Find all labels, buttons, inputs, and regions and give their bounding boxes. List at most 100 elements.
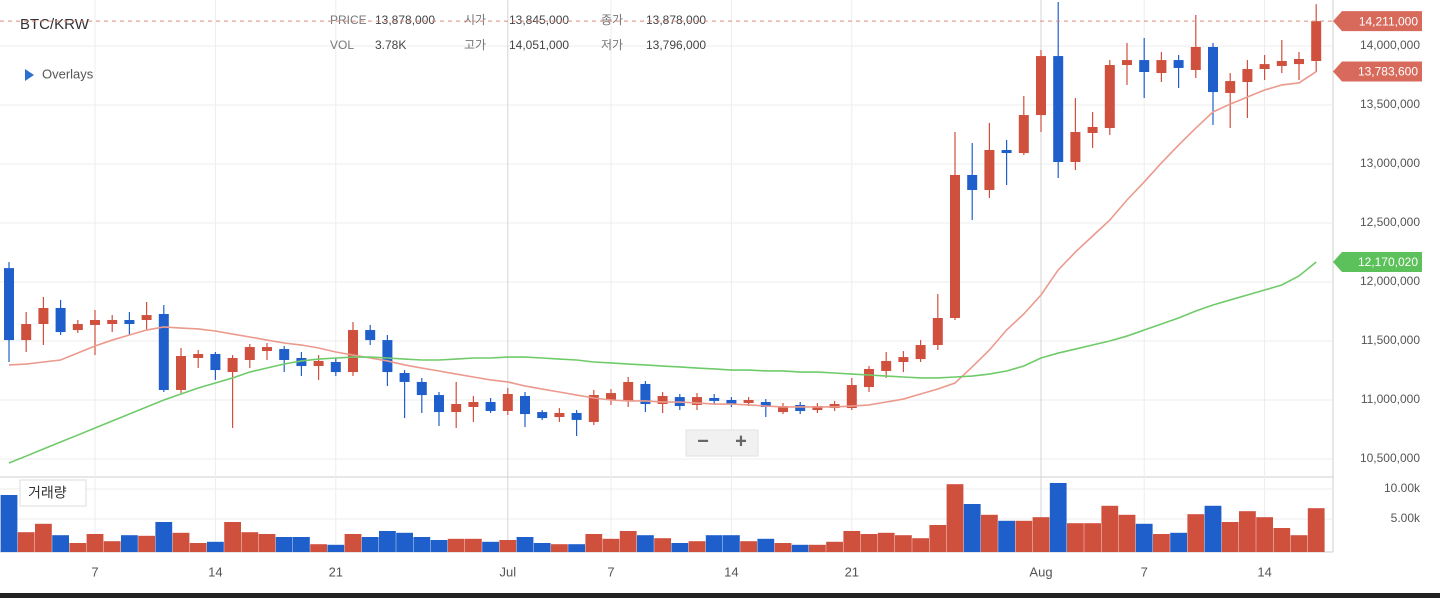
price-tag-bg: [1333, 61, 1422, 82]
candle-body: [915, 345, 926, 360]
volume-bar: [1153, 533, 1170, 552]
x-tick-label: 7: [91, 564, 98, 579]
candle-body: [709, 398, 720, 401]
volume-tick-label: 5.00k: [1391, 511, 1421, 525]
candle-body: [623, 381, 634, 401]
candle-body: [193, 353, 204, 359]
info-label: 고가: [464, 38, 486, 52]
candle-body: [1208, 46, 1218, 93]
info-label: VOL: [330, 38, 354, 52]
candle-body: [416, 381, 427, 396]
x-tick-label: 14: [1257, 564, 1271, 579]
volume-bar: [654, 538, 671, 552]
volume-bar: [1290, 535, 1308, 552]
volume-bar: [963, 503, 981, 552]
volume-bar: [1239, 511, 1256, 552]
zoom-box: [685, 429, 759, 457]
candle-body: [382, 340, 393, 373]
volume-bar: [86, 533, 104, 552]
overlays-toggle[interactable]: Overlays: [42, 66, 94, 81]
candle-body: [846, 385, 857, 409]
volume-bar: [482, 541, 499, 552]
volume-tick-label: 10.00k: [1384, 481, 1421, 495]
volume-bar: [69, 542, 87, 552]
y-tick-label: 13,500,000: [1360, 97, 1420, 111]
candle-body: [932, 318, 943, 346]
info-value: 14,051,000: [509, 38, 569, 52]
volume-bar: [740, 541, 757, 552]
volume-bar: [396, 532, 413, 552]
candle-body: [1225, 81, 1236, 93]
x-tick-label: 7: [1141, 564, 1148, 579]
candle-body: [1294, 58, 1304, 65]
zoom-out[interactable]: −: [697, 430, 709, 452]
candle-body: [1053, 56, 1064, 163]
volume-bar: [1067, 523, 1084, 552]
info-label: 종가: [601, 13, 623, 27]
volume-bar: [723, 535, 740, 552]
volume-bar: [1101, 505, 1119, 552]
candle-body: [434, 395, 444, 413]
volume-bar: [224, 521, 241, 552]
candle-body: [227, 358, 238, 373]
candle-body: [502, 393, 513, 411]
candle-body: [1259, 64, 1270, 70]
candle-body: [1087, 126, 1098, 133]
overlays-arrow[interactable]: [25, 69, 34, 81]
volume-bar: [585, 533, 603, 552]
candle-body: [760, 402, 771, 407]
candle-body: [262, 347, 272, 352]
candle-body: [158, 313, 169, 390]
y-tick-label: 14,000,000: [1360, 38, 1420, 52]
volume-bar: [1187, 514, 1205, 552]
volume-bar: [1049, 482, 1067, 552]
candle-body: [1104, 65, 1115, 129]
volume-bar: [705, 535, 723, 552]
volume-bar: [103, 541, 121, 552]
price-tag: 14,211,000: [1359, 14, 1418, 28]
volume-bar: [895, 535, 912, 552]
volume-bar: [602, 538, 620, 552]
candle-body: [468, 402, 479, 407]
grid: [0, 0, 1333, 552]
candle-body: [1139, 60, 1150, 72]
candle-body: [1156, 60, 1167, 74]
volume-bar: [413, 536, 431, 552]
candle-body: [588, 395, 599, 422]
info-value: 13,878,000: [646, 13, 706, 27]
volume-bar: [121, 535, 138, 552]
volume-bar: [499, 539, 517, 552]
info-label: PRICE: [330, 13, 367, 27]
volume-bar: [809, 544, 826, 552]
volume-bar: [1015, 520, 1033, 552]
volume-bar: [447, 538, 465, 552]
candle-body: [124, 320, 135, 325]
volume-bar: [671, 542, 689, 552]
y-tick-label: 11,500,000: [1361, 333, 1420, 347]
candle-body: [1070, 132, 1081, 163]
candle-body: [606, 393, 616, 401]
volume-bar: [293, 536, 310, 552]
info-value: 3.78K: [375, 38, 406, 52]
moving-average-line: [8, 261, 1317, 464]
zoom-in[interactable]: +: [735, 430, 747, 452]
info-label: 저가: [601, 38, 623, 52]
bottom-bar: [0, 593, 1440, 598]
candle-body: [812, 406, 823, 411]
volume-bar: [465, 538, 482, 552]
candle-body: [1122, 60, 1132, 66]
candle-body: [21, 324, 32, 341]
volume-bar: [1118, 514, 1136, 552]
candle-body: [399, 372, 410, 382]
volume-bar: [1032, 517, 1050, 552]
volume-bar: [17, 532, 35, 552]
candle-body: [55, 307, 66, 333]
volume-bar: [189, 542, 207, 552]
candle-body: [829, 404, 840, 409]
candle-body: [881, 360, 892, 371]
x-tick-label: Jul: [499, 564, 516, 579]
candle-body: [38, 307, 49, 325]
candle-body: [107, 320, 118, 325]
candle-body: [348, 330, 358, 373]
